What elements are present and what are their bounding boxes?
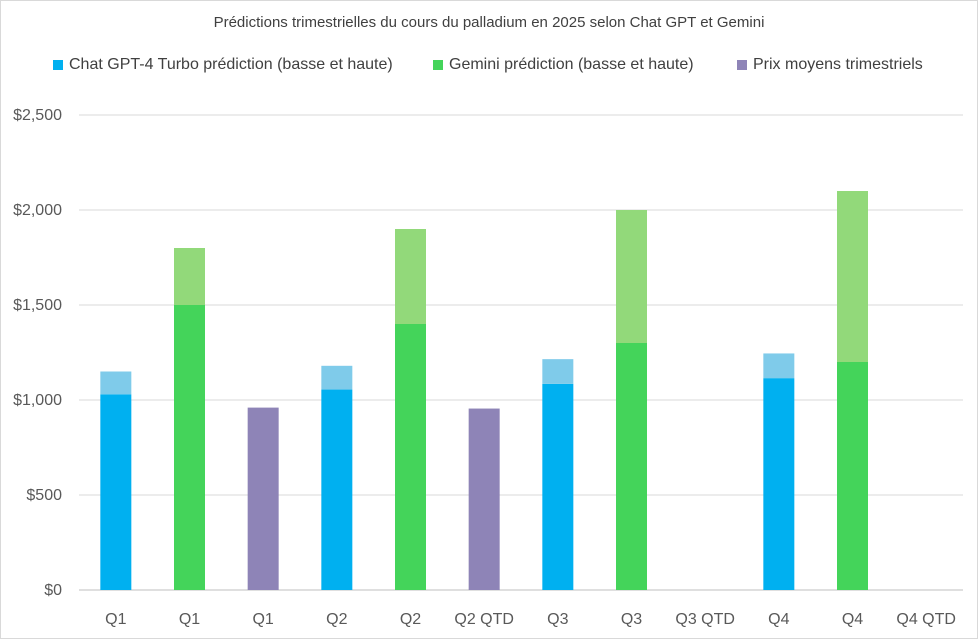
y-tick-label: $0 [44,582,62,599]
y-tick-label: $1,500 [13,297,62,314]
x-tick-label: Q2 [326,611,347,628]
legend-item-gemini: Gemini prédiction (basse et haute) [433,56,694,74]
legend-label-chatgpt: Chat GPT-4 Turbo prédiction (basse et ha… [69,56,393,73]
y-tick-label: $1,000 [13,392,62,409]
bar-chatgpt-high [100,371,132,395]
bar-chatgpt-low [542,383,574,590]
bar-gemini-low [395,324,426,590]
bar-average-price [468,408,500,590]
bar-chatgpt-low [100,394,132,590]
x-tick-label: Q1 [105,611,126,628]
x-tick-label: Q1 [179,611,200,628]
y-tick-label: $2,000 [13,202,62,219]
bar-gemini-low [837,362,868,590]
x-tick-label: Q4 [768,611,789,628]
x-tick-label: Q2 QTD [454,611,514,628]
bar-chatgpt-high [542,359,574,384]
legend-item-chatgpt: Chat GPT-4 Turbo prédiction (basse et ha… [53,56,393,74]
y-tick-label: $2,500 [13,107,62,124]
legend: Chat GPT-4 Turbo prédiction (basse et ha… [1,56,977,76]
bar-gemini-high [837,191,868,362]
legend-label-gemini: Gemini prédiction (basse et haute) [449,56,694,73]
x-tick-label: Q4 [842,611,863,628]
x-tick-label: Q3 [547,611,568,628]
bar-chatgpt-high [763,353,795,379]
x-tick-label: Q1 [252,611,273,628]
bar-average-price [247,407,279,590]
bar-gemini-high [174,248,205,305]
legend-swatch-gemini [433,60,443,70]
legend-swatch-average-price [737,60,747,70]
x-tick-label: Q3 [621,611,642,628]
bar-gemini-high [395,229,426,324]
legend-label-average-price: Prix moyens trimestriels [753,56,923,73]
bar-gemini-high [616,210,647,343]
bar-chatgpt-low [763,378,795,590]
bar-gemini-low [616,343,647,590]
y-tick-label: $500 [26,487,62,504]
legend-swatch-chatgpt [53,60,63,70]
x-tick-label: Q3 QTD [675,611,735,628]
legend-item-average-price: Prix moyens trimestriels [737,56,923,74]
x-tick-label: Q4 QTD [896,611,956,628]
chart-title: Prédictions trimestrielles du cours du p… [213,14,765,31]
bar-chatgpt-high [321,365,353,390]
x-tick-label: Q2 [400,611,421,628]
bar-gemini-low [174,305,205,590]
bar-chatgpt-low [321,389,353,590]
